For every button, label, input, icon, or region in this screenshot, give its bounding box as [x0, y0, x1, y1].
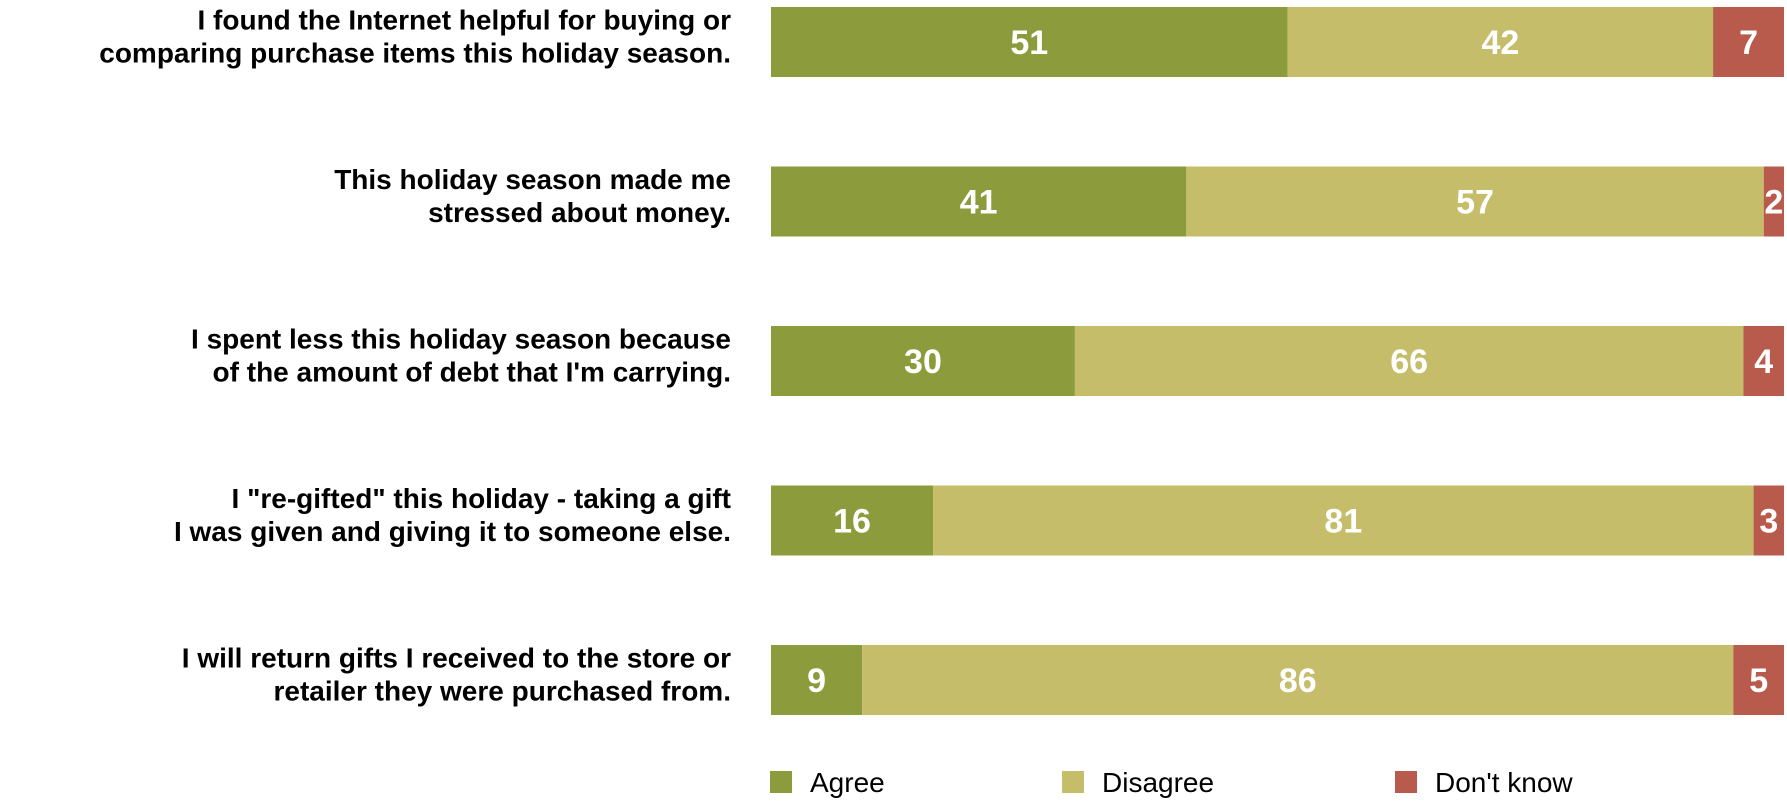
data-label: 30 [904, 343, 942, 381]
category-label-line: I found the Internet helpful for buying … [197, 5, 731, 36]
data-label: 57 [1456, 184, 1494, 222]
data-label: 81 [1324, 503, 1362, 541]
legend-swatch [770, 771, 792, 793]
category-label-line: I will return gifts I received to the st… [182, 643, 731, 674]
legend-label: Disagree [1102, 767, 1214, 798]
bar-segment-agree [771, 166, 1187, 237]
category-label: This holiday season made me stressed abou… [334, 164, 731, 228]
bar-segment-don-t-know [1743, 326, 1784, 396]
data-label: 51 [1010, 24, 1048, 62]
category-label-line: comparing purchase items this holiday se… [99, 38, 731, 69]
data-label: 42 [1481, 24, 1519, 62]
data-label: 9 [807, 662, 826, 700]
category-labels: I found the Internet helpful for buying … [99, 5, 731, 707]
bar-segment-disagree [1074, 326, 1744, 396]
category-label-line: This holiday season made me [334, 164, 731, 195]
bar-segment-disagree [1186, 166, 1764, 237]
bar-segment-disagree [862, 645, 1734, 715]
data-label: 66 [1390, 343, 1428, 381]
category-label-line: I "re-gifted" this holiday - taking a gi… [232, 483, 731, 514]
data-label: 3 [1759, 503, 1778, 541]
bar-segment-agree [771, 485, 934, 556]
category-label: I spent less this holiday season because… [191, 324, 731, 388]
bar-segment-disagree [933, 485, 1754, 556]
data-label: 2 [1764, 184, 1783, 222]
category-label-line: I spent less this holiday season because [191, 324, 731, 355]
legend-label: Don't know [1435, 767, 1573, 798]
legend-swatch [1062, 771, 1084, 793]
category-label-line: of the amount of debt that I'm carrying. [213, 357, 731, 388]
category-label-line: stressed about money. [428, 197, 731, 228]
data-label: 86 [1279, 662, 1317, 700]
data-label: 16 [833, 503, 871, 541]
bar-segment-agree [771, 326, 1075, 396]
bars: 51 42 7 41 57 2 30 66 4 16 81 3 9 86 5 [771, 7, 1784, 715]
data-label: 41 [960, 184, 998, 222]
bar-segment-agree [771, 7, 1288, 77]
bar-segment-disagree [1287, 7, 1714, 77]
category-label: I found the Internet helpful for buying … [99, 5, 731, 69]
bar-segment-don-t-know [1733, 645, 1784, 715]
bar-segment-don-t-know [1713, 7, 1784, 77]
data-label: 7 [1739, 24, 1758, 62]
bar-segment-don-t-know [1753, 485, 1784, 556]
category-label: I "re-gifted" this holiday - taking a gi… [174, 483, 731, 547]
category-label: I will return gifts I received to the st… [182, 643, 731, 707]
data-label: 5 [1749, 662, 1768, 700]
legend-swatch [1395, 771, 1417, 793]
data-label: 4 [1754, 343, 1773, 381]
category-label-line: retailer they were purchased from. [273, 676, 731, 707]
bar-segment-agree [771, 645, 863, 715]
category-label-line: I was given and giving it to someone els… [174, 516, 731, 547]
bar-segment-don-t-know [1763, 166, 1784, 237]
legend-label: Agree [810, 767, 885, 798]
legend: Agree Disagree Don't know [770, 767, 1573, 798]
